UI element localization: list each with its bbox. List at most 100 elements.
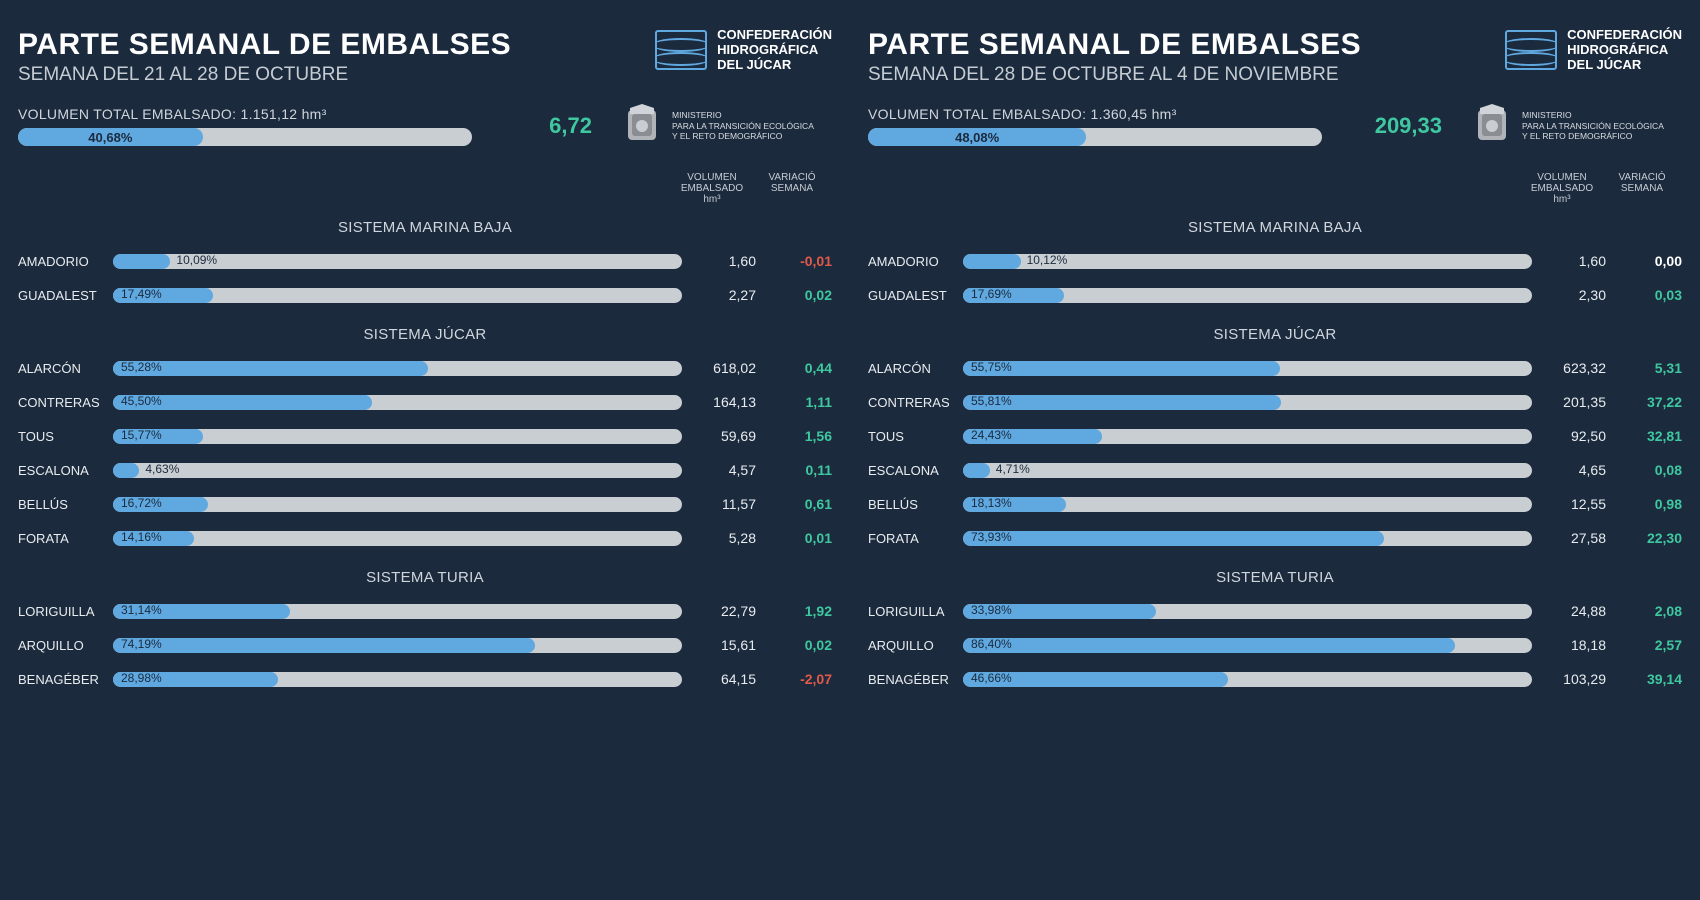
- reservoir-name: GUADALEST: [18, 288, 113, 303]
- reservoir-bar-fill: 16,72%: [113, 497, 208, 512]
- reservoir-variation: 0,00: [1612, 253, 1682, 269]
- reservoir-variation: 0,11: [762, 462, 832, 478]
- system-heading: SISTEMA JÚCAR: [18, 326, 832, 343]
- reservoir-pct: 86,40%: [971, 637, 1012, 651]
- reservoir-volume: 18,18: [1532, 637, 1612, 653]
- reservoir-volume: 2,30: [1532, 287, 1612, 303]
- reservoir-variation: 1,11: [762, 394, 832, 410]
- reservoir-row: TOUS 15,77% 59,69 1,56: [18, 419, 832, 453]
- reservoir-bar: 17,69%: [963, 288, 1532, 303]
- reservoir-name: ESCALONA: [868, 463, 963, 478]
- reservoir-variation: 0,44: [762, 360, 832, 376]
- reservoir-bar-fill: 74,19%: [113, 638, 535, 653]
- reservoir-bar: 18,13%: [963, 497, 1532, 512]
- reservoir-pct: 55,81%: [971, 394, 1012, 408]
- reservoir-variation: 32,81: [1612, 428, 1682, 444]
- reservoir-volume: 164,13: [682, 394, 762, 410]
- reservoir-bar-fill: 4,63%: [113, 463, 139, 478]
- system-heading: SISTEMA JÚCAR: [868, 326, 1682, 343]
- reservoir-bar-fill: 45,50%: [113, 395, 372, 410]
- reservoir-volume: 11,57: [682, 496, 762, 512]
- reservoir-variation: 37,22: [1612, 394, 1682, 410]
- reservoir-name: AMADORIO: [868, 254, 963, 269]
- reservoir-bar-fill: 86,40%: [963, 638, 1455, 653]
- reservoir-row: BELLÚS 16,72% 11,57 0,61: [18, 487, 832, 521]
- reservoir-row: GUADALEST 17,49% 2,27 0,02: [18, 278, 832, 312]
- reservoir-bar-fill: 10,09%: [113, 254, 170, 269]
- reservoir-bar: 4,71%: [963, 463, 1532, 478]
- reservoir-bar: 28,98%: [113, 672, 682, 687]
- reservoir-bar: 73,93%: [963, 531, 1532, 546]
- reservoir-pct: 17,69%: [971, 287, 1012, 301]
- reservoir-variation: 2,57: [1612, 637, 1682, 653]
- reservoir-row: ARQUILLO 74,19% 15,61 0,02: [18, 628, 832, 662]
- reservoir-row: ESCALONA 4,71% 4,65 0,08: [868, 453, 1682, 487]
- reservoir-bar: 46,66%: [963, 672, 1532, 687]
- panel-left: PARTE SEMANAL DE EMBALSES SEMANA DEL 21 …: [0, 0, 850, 900]
- org-logo: CONFEDERACIÓN HIDROGRÁFICA DEL JÚCAR: [655, 28, 832, 73]
- waves-icon: [1505, 30, 1557, 70]
- ministry-logo: MINISTERIO PARA LA TRANSICIÓN ECOLÓGICA …: [1472, 104, 1682, 148]
- reservoir-pct: 10,09%: [176, 253, 217, 267]
- reservoir-name: GUADALEST: [868, 288, 963, 303]
- reservoir-name: BENAGÉBER: [18, 672, 113, 687]
- reservoir-pct: 4,71%: [996, 462, 1030, 476]
- total-progress-bar: 48,08%: [868, 128, 1322, 146]
- reservoir-variation: 5,31: [1612, 360, 1682, 376]
- system-heading: SISTEMA MARINA BAJA: [18, 219, 832, 236]
- reservoir-pct: 28,98%: [121, 671, 162, 685]
- reservoir-bar: 15,77%: [113, 429, 682, 444]
- reservoir-pct: 16,72%: [121, 496, 162, 510]
- reservoir-variation: 0,02: [762, 287, 832, 303]
- total-delta: 6,72: [502, 113, 592, 139]
- reservoir-pct: 4,63%: [145, 462, 179, 476]
- reservoir-bar-fill: 55,28%: [113, 361, 428, 376]
- coat-of-arms-icon: [622, 104, 662, 148]
- reservoir-pct: 24,43%: [971, 428, 1012, 442]
- reservoir-name: CONTRERAS: [868, 395, 963, 410]
- reservoir-variation: 2,08: [1612, 603, 1682, 619]
- reservoir-pct: 14,16%: [121, 530, 162, 544]
- reservoir-row: BENAGÉBER 28,98% 64,15 -2,07: [18, 662, 832, 696]
- reservoir-name: CONTRERAS: [18, 395, 113, 410]
- reservoir-bar: 4,63%: [113, 463, 682, 478]
- reservoir-name: AMADORIO: [18, 254, 113, 269]
- reservoir-pct: 45,50%: [121, 394, 162, 408]
- reservoir-variation: 1,92: [762, 603, 832, 619]
- reservoir-variation: 1,56: [762, 428, 832, 444]
- reservoir-row: FORATA 14,16% 5,28 0,01: [18, 521, 832, 555]
- reservoir-row: AMADORIO 10,09% 1,60 -0,01: [18, 244, 832, 278]
- reservoir-volume: 5,28: [682, 530, 762, 546]
- reservoir-row: ARQUILLO 86,40% 18,18 2,57: [868, 628, 1682, 662]
- reservoir-bar: 24,43%: [963, 429, 1532, 444]
- reservoir-name: TOUS: [18, 429, 113, 444]
- reservoir-volume: 201,35: [1532, 394, 1612, 410]
- reservoir-bar-fill: 55,75%: [963, 361, 1280, 376]
- reservoir-bar-fill: 4,71%: [963, 463, 990, 478]
- reservoir-bar-fill: 10,12%: [963, 254, 1021, 269]
- reservoir-pct: 73,93%: [971, 530, 1012, 544]
- reservoir-name: ALARCÓN: [868, 361, 963, 376]
- reservoir-volume: 59,69: [682, 428, 762, 444]
- reservoir-variation: 22,30: [1612, 530, 1682, 546]
- reservoir-volume: 103,29: [1532, 671, 1612, 687]
- org-logo: CONFEDERACIÓN HIDROGRÁFICA DEL JÚCAR: [1505, 28, 1682, 73]
- reservoir-bar: 55,75%: [963, 361, 1532, 376]
- reservoir-volume: 618,02: [682, 360, 762, 376]
- reservoir-bar: 55,81%: [963, 395, 1532, 410]
- reservoir-volume: 4,57: [682, 462, 762, 478]
- reservoir-pct: 17,49%: [121, 287, 162, 301]
- reservoir-bar: 10,12%: [963, 254, 1532, 269]
- reservoir-variation: 0,98: [1612, 496, 1682, 512]
- total-progress-bar: 40,68%: [18, 128, 472, 146]
- reservoir-row: GUADALEST 17,69% 2,30 0,03: [868, 278, 1682, 312]
- reservoir-variation: -0,01: [762, 253, 832, 269]
- reservoir-row: LORIGUILLA 33,98% 24,88 2,08: [868, 594, 1682, 628]
- reservoir-pct: 55,75%: [971, 360, 1012, 374]
- reservoir-row: TOUS 24,43% 92,50 32,81: [868, 419, 1682, 453]
- column-headers: VOLUMEN EMBALSADO hm³ VARIACIÓ SEMANA: [868, 172, 1682, 205]
- system-heading: SISTEMA TURIA: [868, 569, 1682, 586]
- reservoir-bar-fill: 14,16%: [113, 531, 194, 546]
- reservoir-bar: 55,28%: [113, 361, 682, 376]
- reservoir-pct: 74,19%: [121, 637, 162, 651]
